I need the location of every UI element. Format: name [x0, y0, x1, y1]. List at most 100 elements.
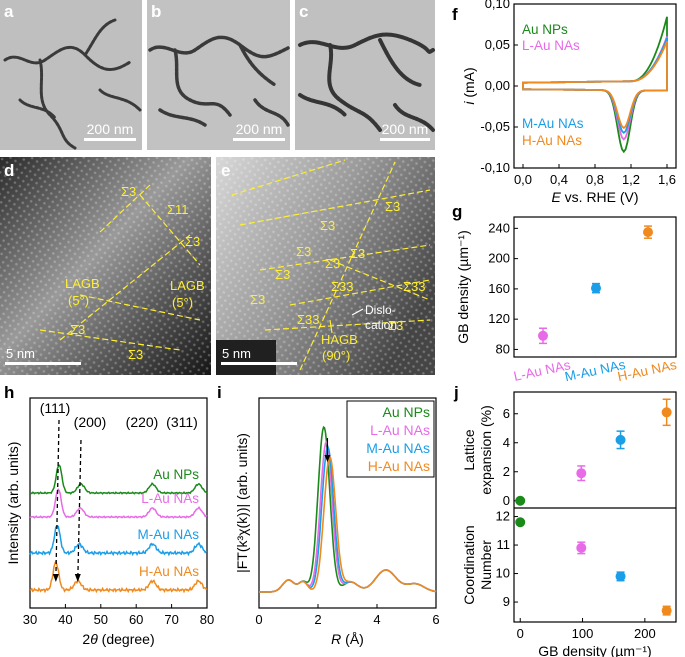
- i-xtick-label: 2: [314, 612, 321, 627]
- h-series-label: L-Au NAs: [141, 491, 199, 506]
- j-top-ytick-label: 6: [503, 406, 510, 421]
- h-xlabel: 2θ (degree): [82, 631, 154, 647]
- i-ylabel: |FT(k³χ(k))| (arb. units): [234, 433, 250, 573]
- h-series-label: M-Au NAs: [137, 527, 199, 542]
- h-xtick-label: 70: [164, 612, 178, 627]
- i-shift-arrowhead: [324, 455, 331, 462]
- j-bottom-point: [576, 542, 587, 553]
- scale-bar-d: [5, 362, 81, 365]
- panel-letter-i: i: [217, 383, 222, 402]
- i-legend-2: M-Au NAs: [366, 440, 430, 456]
- d-label-9: Σ3: [128, 347, 143, 362]
- d-label-5: (5°): [68, 293, 89, 308]
- j-bottom-point: [515, 517, 526, 528]
- h-arrow-200: [74, 574, 81, 582]
- d-label-2: Σ11: [167, 202, 189, 217]
- j-top-point: [661, 407, 672, 418]
- h-ylabel: Intensity (arb. units): [5, 442, 21, 565]
- e-label-2: Σ3: [320, 218, 335, 233]
- f-legend-1: L-Au NAs: [522, 38, 580, 53]
- panel-e: e Σ3 Σ3 Σ3 Σ3 Σ33 Σ33 Σ33 Σ3 Σ3 Σ3 Σ3 Di…: [216, 157, 435, 375]
- tem-image-c: [295, 0, 435, 150]
- f-xtick-label: 1,6: [658, 172, 676, 187]
- f-ytick-label: -0,05: [480, 119, 510, 134]
- j-top-ylabel: expansion (%): [478, 405, 494, 495]
- i-legend-3: H-Au NAs: [368, 458, 430, 474]
- f-xlabel: E vs. RHE (V): [551, 189, 638, 205]
- e-label-3: Σ3: [296, 244, 311, 259]
- j-top-point: [576, 468, 587, 479]
- chart-h-frame: [29, 397, 208, 609]
- i-xtick-label: 4: [373, 612, 380, 627]
- f-xtick-label: 0,4: [550, 172, 568, 187]
- e-label-1: Σ3: [385, 199, 400, 214]
- scale-label-a: 200 nm: [87, 121, 134, 137]
- scale-label-c: 200 nm: [382, 121, 429, 137]
- h-shift-guide-111: [55, 419, 60, 581]
- chart-f: f 0,0 0,4 0,8 1,2 1,6 0,10 0,05 0,00 -0,05 -0,10 E …: [452, 0, 677, 205]
- chart-j: j 0 100 200 GB density (µm⁻¹) 6 4 2 0 Lattice expa…: [453, 383, 677, 657]
- j-bottom-point: [615, 571, 626, 582]
- g-ylabel: GB density (µm⁻¹): [455, 230, 471, 343]
- j-xtick-label: 100: [572, 626, 594, 641]
- i-legend-1: L-Au NAs: [370, 422, 430, 438]
- panel-c: c 200 nm: [295, 0, 435, 150]
- panel-letter-h: h: [4, 383, 14, 402]
- i-legend-box: [346, 400, 435, 478]
- scale-bar-e: [221, 362, 297, 365]
- i-xtick-label: 0: [255, 612, 262, 627]
- h-peak-label: (311): [166, 414, 198, 430]
- h-series-blue: [29, 525, 208, 557]
- i-legend-0: Au NPs: [383, 404, 430, 420]
- e-label-4: Σ3: [275, 267, 290, 282]
- h-series-label: Au NPs: [153, 467, 199, 482]
- panel-letter-e: e: [221, 161, 230, 180]
- i-series-orange: [259, 455, 437, 593]
- f-legend-3: H-Au NAs: [522, 133, 582, 148]
- scale-label-d: 5 nm: [6, 346, 35, 361]
- j-xtick-label: 200: [634, 626, 656, 641]
- d-label-6: LAGB: [170, 278, 205, 293]
- j-top-ytick-label: 4: [503, 435, 510, 450]
- i-xtick-label: 6: [432, 612, 439, 627]
- j-top-ytick-label: 2: [503, 464, 510, 479]
- h-peak-label: (200): [74, 414, 107, 430]
- scale-bar-b: [233, 138, 285, 141]
- g-category-label: H-Au NAs: [616, 357, 678, 384]
- f-legend-2: M-Au NAs: [522, 116, 584, 131]
- e-label-7: Σ33: [403, 279, 426, 294]
- panel-letter-g: g: [452, 202, 462, 221]
- panel-d: d Σ3 Σ11 Σ3 LAGB (5°) LAGB (5°) Σ3 Σ3 5 …: [0, 157, 211, 375]
- h-xtick-label: 40: [58, 612, 72, 627]
- chart-i: i 0 2 4 6 R (Å) |FT(k³χ(k))| (arb. units) Au NP…: [217, 383, 440, 647]
- d-label-4: LAGB: [65, 276, 100, 291]
- e-label-hagb: HAGB: [321, 332, 358, 347]
- j-top-ylabel: Lattice: [461, 429, 477, 470]
- j-bottom-ytick-label: 11: [497, 537, 511, 552]
- h-xtick-label: 30: [23, 612, 37, 627]
- e-label-dislocation-1: Dislo-: [365, 303, 396, 317]
- g-ytick-label: 200: [488, 251, 510, 266]
- j-bottom-ylabel: Number: [478, 540, 494, 590]
- g-point: [591, 283, 601, 294]
- panel-letter-c: c: [299, 2, 308, 21]
- f-xtick-label: 0,0: [514, 172, 532, 187]
- j-top-ytick-label: 0: [503, 493, 510, 508]
- f-legend-0: Au NPs: [522, 22, 568, 37]
- panel-letter-j: j: [453, 383, 459, 402]
- tem-image-a: [0, 0, 142, 150]
- f-xtick-label: 1,2: [622, 172, 640, 187]
- panel-letter-b: b: [151, 2, 161, 21]
- e-label-5: Σ33: [331, 279, 354, 294]
- e-label-hagb-angle: (90°): [322, 348, 350, 363]
- j-bottom-point: [661, 605, 672, 616]
- h-xtick-label: 60: [129, 612, 143, 627]
- f-ytick-label: -0,10: [480, 160, 510, 175]
- g-ytick-label: 80: [496, 341, 510, 356]
- d-label-8: Σ3: [70, 322, 85, 337]
- panel-a: a 200 nm: [0, 0, 142, 150]
- panel-letter-f: f: [452, 5, 458, 24]
- h-series-label: H-Au NAs: [139, 564, 199, 579]
- e-label-dislocation-2: cation: [365, 318, 397, 332]
